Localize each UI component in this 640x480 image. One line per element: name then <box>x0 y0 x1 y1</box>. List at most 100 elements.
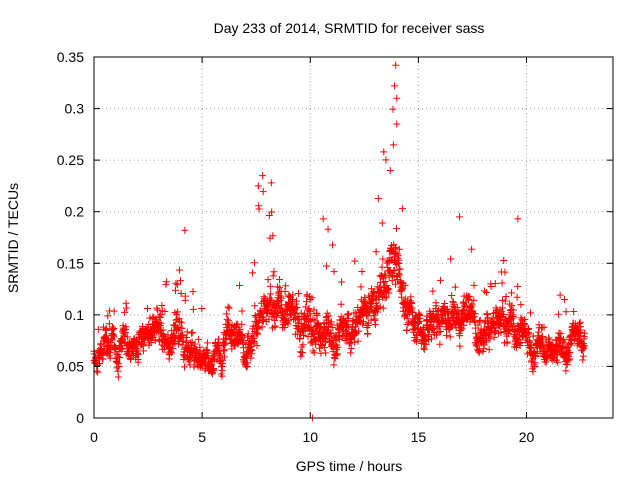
data-point <box>476 316 484 324</box>
data-point <box>352 323 360 331</box>
data-point <box>391 266 399 274</box>
data-point <box>471 310 479 318</box>
data-point <box>415 311 423 319</box>
data-point <box>422 340 430 348</box>
data-point <box>482 288 490 296</box>
data-point <box>248 269 256 277</box>
data-point <box>407 299 415 307</box>
data-point <box>370 312 378 320</box>
data-point <box>509 313 517 321</box>
data-point <box>554 358 562 366</box>
data-point <box>459 306 467 314</box>
data-point <box>324 225 332 233</box>
data-point <box>225 304 233 312</box>
data-point <box>174 308 182 316</box>
data-point <box>396 271 404 279</box>
data-point <box>475 346 483 354</box>
data-point <box>134 358 142 366</box>
data-point <box>115 363 123 371</box>
data-point <box>354 337 362 345</box>
data-point <box>181 363 189 371</box>
data-point <box>554 350 562 358</box>
data-point <box>380 148 388 156</box>
data-point <box>239 331 247 339</box>
data-point <box>453 303 461 311</box>
data-point <box>406 303 414 311</box>
data-point <box>503 338 511 346</box>
data-point <box>275 275 283 283</box>
x-tick-label: 15 <box>411 429 427 445</box>
data-point <box>224 317 232 325</box>
data-point <box>393 120 401 128</box>
data-point <box>259 188 267 196</box>
data-point <box>295 316 303 324</box>
data-point <box>398 205 406 213</box>
data-point <box>219 356 227 364</box>
data-point <box>284 320 292 328</box>
data-point <box>297 330 305 338</box>
data-point <box>382 293 390 301</box>
data-point <box>114 373 122 381</box>
data-point <box>474 346 482 354</box>
data-point <box>172 279 180 287</box>
data-point <box>127 355 135 363</box>
data-point <box>267 290 275 298</box>
data-point <box>121 308 129 316</box>
data-point <box>391 82 399 90</box>
data-point <box>395 269 403 277</box>
data-point <box>420 332 428 340</box>
data-point <box>565 355 573 363</box>
data-point <box>94 325 102 333</box>
data-point <box>390 249 398 257</box>
data-point <box>252 329 260 337</box>
data-point <box>562 367 570 375</box>
data-point <box>177 290 185 298</box>
data-point <box>385 273 393 281</box>
y-tick-label: 0.15 <box>57 255 84 271</box>
data-point <box>389 141 397 149</box>
data-point <box>243 333 251 341</box>
data-point <box>271 322 279 330</box>
data-point <box>556 291 564 299</box>
data-point <box>175 315 183 323</box>
data-point <box>310 349 318 357</box>
data-point <box>156 337 164 345</box>
data-point <box>371 321 379 329</box>
data-point <box>365 292 373 300</box>
plot-frame <box>93 56 614 419</box>
data-point <box>500 257 508 265</box>
data-point <box>313 312 321 320</box>
data-point <box>337 300 345 308</box>
data-point <box>527 309 535 317</box>
y-tick-label: 0.05 <box>57 358 84 374</box>
data-point <box>102 325 110 333</box>
data-point <box>530 363 538 371</box>
data-point <box>501 268 509 276</box>
data-point <box>517 314 525 322</box>
data-point <box>395 245 403 253</box>
data-point <box>403 321 411 329</box>
data-point <box>143 305 151 313</box>
data-point <box>327 329 335 337</box>
data-point <box>104 312 112 320</box>
data-point <box>338 278 346 286</box>
data-point <box>294 290 302 298</box>
data-point <box>265 212 273 220</box>
data-point <box>247 354 255 362</box>
data-point <box>224 303 232 311</box>
data-point <box>448 291 456 299</box>
data-point <box>308 339 316 347</box>
data-point <box>244 330 252 338</box>
data-point <box>172 316 180 324</box>
data-point <box>435 328 443 336</box>
data-point <box>178 341 186 349</box>
data-point <box>479 348 487 356</box>
data-point <box>521 315 529 323</box>
data-point <box>223 310 231 318</box>
data-point <box>321 339 329 347</box>
data-point <box>102 332 110 340</box>
data-point <box>134 350 142 358</box>
data-point <box>381 270 389 278</box>
data-point <box>101 326 109 334</box>
data-point <box>238 307 246 315</box>
